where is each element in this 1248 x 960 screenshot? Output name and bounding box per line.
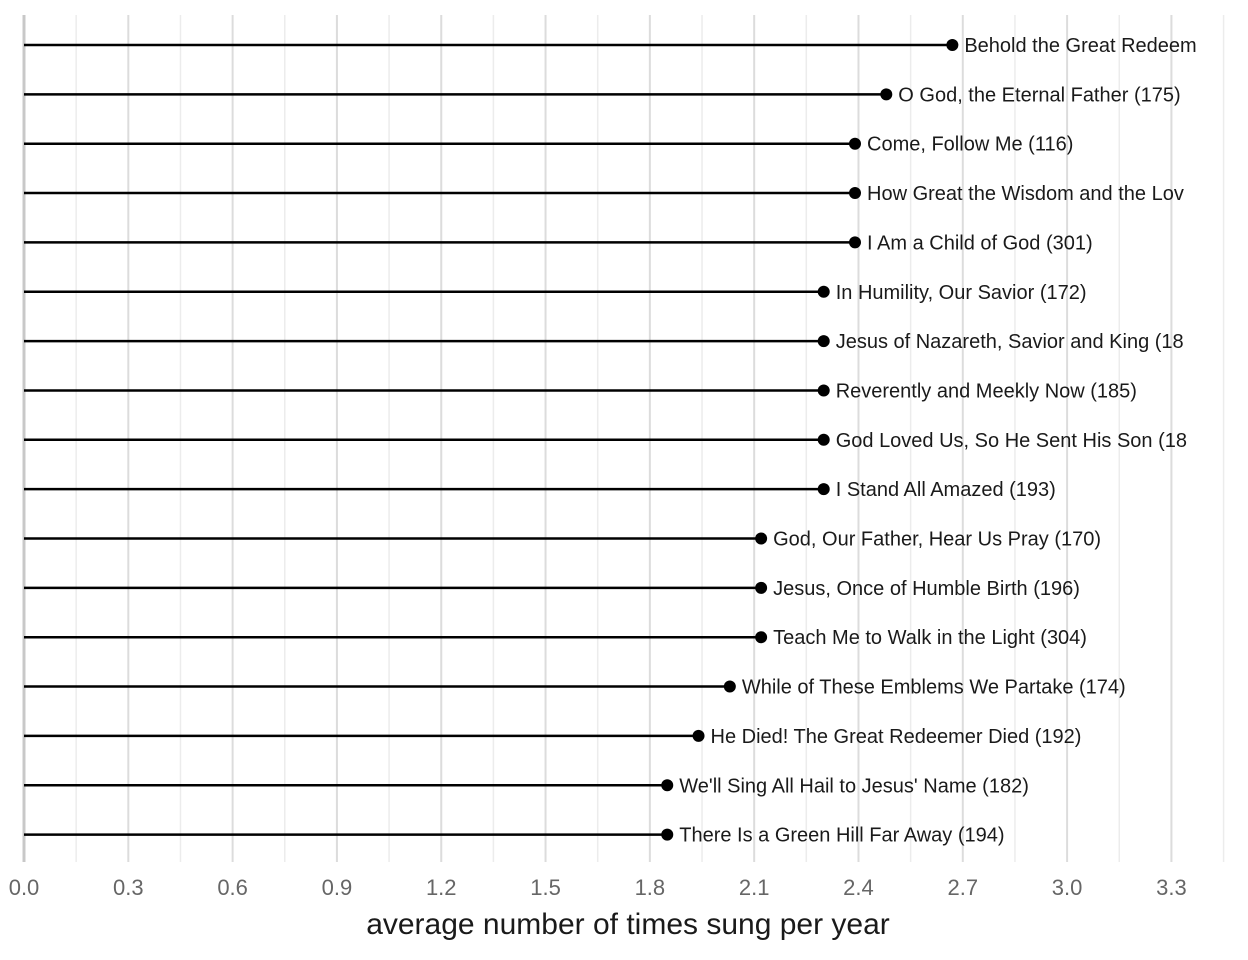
item-label: Jesus, Once of Humble Birth (196)	[773, 578, 1080, 600]
lollipop-point	[723, 680, 736, 693]
x-tick-label: 0.6	[217, 875, 248, 900]
item-label: Come, Follow Me (116)	[867, 134, 1073, 156]
bar-labels: Behold the Great Redeem O God, the Eterna…	[679, 35, 1196, 847]
x-tick-label: 2.4	[843, 875, 874, 900]
item-label: In Humility, Our Savior (172)	[836, 282, 1087, 304]
lollipop-point	[692, 729, 705, 742]
stems	[24, 43, 953, 836]
x-axis-ticks: 0.0 0.3 0.6 0.9 1.2 1.5 1.8 2.1 2.4 2.7 3.0 3.3	[9, 875, 1187, 900]
lollipop-point	[849, 236, 862, 249]
lollipop-point	[817, 285, 830, 298]
item-label: He Died! The Great Redeemer Died (192)	[711, 726, 1082, 748]
lollipop-point	[880, 88, 893, 101]
x-tick-label: 0.3	[113, 875, 144, 900]
x-tick-label: 2.7	[947, 875, 978, 900]
item-label: While of These Emblems We Partake (174)	[742, 677, 1126, 699]
item-label: Teach Me to Walk in the Light (304)	[773, 627, 1087, 649]
lollipop-point	[817, 335, 830, 348]
gridlines	[22, 15, 1225, 862]
x-tick-label: 1.8	[635, 875, 666, 900]
item-label: God Loved Us, So He Sent His Son (18	[836, 430, 1187, 452]
lollipop-point	[817, 384, 830, 397]
lollipop-point	[755, 532, 768, 545]
item-label: O God, the Eternal Father (175)	[898, 84, 1180, 106]
x-tick-label: 1.5	[530, 875, 561, 900]
item-label: We'll Sing All Hail to Jesus' Name (182)	[679, 775, 1029, 797]
item-label: How Great the Wisdom and the Lov	[867, 183, 1184, 205]
lollipop-point	[849, 187, 862, 200]
x-tick-label: 3.0	[1052, 875, 1083, 900]
item-label: Behold the Great Redeem	[964, 35, 1196, 57]
x-tick-label: 2.1	[739, 875, 770, 900]
item-label: God, Our Father, Hear Us Pray (170)	[773, 529, 1101, 551]
item-label: I Stand All Amazed (193)	[836, 479, 1056, 501]
lollipop-point	[661, 779, 674, 792]
item-label: Jesus of Nazareth, Savior and King (18	[836, 331, 1184, 353]
item-label: Reverently and Meekly Now (185)	[836, 380, 1137, 402]
x-axis-title: average number of times sung per year	[366, 908, 890, 941]
x-tick-label: 1.2	[426, 875, 457, 900]
lollipop-point	[661, 828, 674, 841]
lollipop-point	[849, 137, 862, 150]
lollipop-point	[817, 433, 830, 446]
lollipop-point	[755, 581, 768, 594]
lollipop-point	[817, 483, 830, 496]
item-label: There Is a Green Hill Far Away (194)	[679, 825, 1004, 847]
points	[661, 39, 959, 841]
x-tick-label: 0.0	[9, 875, 40, 900]
x-tick-label: 3.3	[1156, 875, 1187, 900]
lollipop-point	[755, 631, 768, 644]
lollipop-point	[946, 39, 959, 51]
x-tick-label: 0.9	[322, 875, 353, 900]
item-label: I Am a Child of God (301)	[867, 232, 1093, 254]
